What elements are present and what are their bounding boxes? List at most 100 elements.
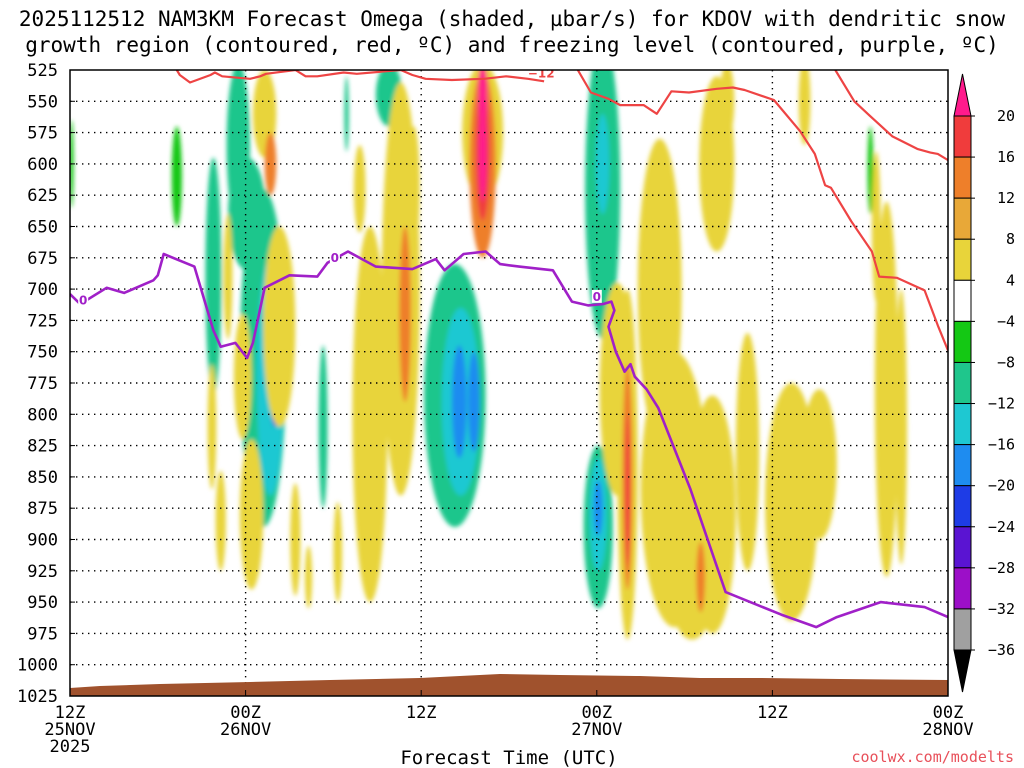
plot-area: −12 0 0 0	[69, 66, 949, 697]
omega-shading	[70, 70, 908, 640]
omega-cell	[290, 483, 301, 596]
x-tick-label: 00Z	[230, 703, 261, 723]
x-tick-label: 12Z	[55, 703, 86, 723]
colorbar-label: −16	[988, 436, 1015, 454]
omega-cell	[228, 157, 267, 271]
colorbar-swatch	[953, 567, 972, 610]
omega-cell	[207, 364, 217, 490]
freezing-level-contour: 0 0 0	[70, 250, 948, 629]
y-tick-label: 800	[27, 405, 58, 425]
omega-cell	[478, 70, 488, 133]
dendritic-growth-contours: −12	[175, 66, 948, 351]
y-tick-label: 525	[27, 61, 58, 81]
colorbar-label: 20	[997, 107, 1015, 125]
colorbar: 20 16 12 8 4 −4 −8 −12 −16 −20 −24 −28 −32 −36	[953, 73, 1015, 693]
dgz-contour-label: −12	[528, 66, 555, 80]
omega-cell	[625, 414, 630, 565]
colorbar-label: −28	[988, 559, 1015, 577]
colorbar-swatch	[953, 608, 972, 651]
colorbar-swatch	[953, 444, 972, 487]
y-tick-label: 625	[27, 186, 58, 206]
colorbar-swatch	[953, 115, 972, 158]
y-tick-label: 975	[27, 624, 58, 644]
freezing-level-line	[70, 250, 948, 629]
omega-cell	[669, 539, 714, 640]
freezing-label-bg	[78, 293, 89, 307]
colorbar-label: 8	[1006, 230, 1015, 248]
x-tick-label: 2025	[50, 737, 91, 757]
omega-cell	[344, 76, 349, 152]
y-tick-label: 650	[27, 218, 58, 238]
freezing-level-label: 0	[79, 294, 87, 308]
x-tick-label: 00Z	[933, 703, 964, 723]
x-tick-label: 12Z	[406, 703, 437, 723]
colorbar-label: 4	[1006, 271, 1015, 289]
y-tick-label: 825	[27, 437, 58, 457]
colorbar-swatch	[953, 361, 972, 405]
colorbar-label: −36	[988, 641, 1015, 659]
omega-cell	[233, 314, 252, 440]
colorbar-label: −32	[988, 600, 1015, 618]
omega-cell	[696, 542, 706, 613]
omega-cell	[263, 226, 296, 427]
x-axis-label: Forecast Time (UTC)	[400, 747, 617, 768]
omega-cell	[867, 126, 874, 214]
colorbar-max-triangle	[953, 73, 972, 117]
colorbar-label: 16	[997, 148, 1015, 166]
y-tick-label: 700	[27, 280, 58, 300]
omega-cell	[801, 389, 837, 540]
dgz-contour-line	[834, 70, 948, 162]
omega-cell	[451, 345, 467, 459]
omega-cell	[895, 289, 908, 565]
colorbar-swatch	[953, 238, 972, 281]
omega-cell	[596, 113, 610, 214]
freezing-level-label: 0	[331, 251, 339, 265]
chart-title-line2: growth region (contoured, red, ºC) and f…	[25, 33, 999, 57]
y-tick-label: 750	[27, 343, 58, 363]
y-tick-label: 850	[27, 468, 58, 488]
colorbar-label: −20	[988, 477, 1015, 495]
x-tick-label: 00Z	[581, 703, 612, 723]
colorbar-label: −4	[997, 312, 1015, 330]
colorbar-label: −12	[988, 395, 1015, 413]
y-tick-label: 775	[27, 374, 58, 394]
colorbar-label: 12	[997, 189, 1015, 207]
omega-cell	[352, 226, 388, 603]
colorbar-min-triangle	[953, 649, 972, 693]
credit-text: coolwx.com/modelts	[851, 748, 1014, 766]
omega-cell	[468, 351, 480, 452]
x-tick-label: 26NOV	[220, 720, 271, 740]
omega-cell	[874, 201, 899, 578]
omega-cell	[223, 213, 233, 340]
omega-cell	[171, 126, 182, 227]
omega-blob-group	[70, 70, 908, 640]
colorbar-swatch	[953, 156, 972, 199]
x-tick-label: 27NOV	[571, 720, 622, 740]
colorbar-swatch	[953, 485, 972, 528]
terrain-surface	[70, 674, 948, 696]
omega-cell	[333, 501, 343, 603]
chart-title-line1: 2025112512 NAM3KM Forecast Omega (shaded…	[19, 7, 1006, 31]
colorbar-label: −8	[997, 353, 1015, 371]
freezing-level-label: 0	[593, 290, 601, 304]
colorbar-swatch	[953, 197, 972, 240]
omega-cell	[264, 132, 277, 196]
omega-cell	[798, 70, 811, 146]
colorbar-label: −24	[988, 518, 1015, 536]
y-tick-label: 600	[27, 155, 58, 175]
omega-cell	[719, 70, 735, 139]
dgz-contour-line	[175, 70, 545, 84]
omega-cell	[215, 470, 226, 571]
y-tick-label: 1025	[17, 687, 58, 707]
y-tick-label: 900	[27, 531, 58, 551]
x-tick-label: 28NOV	[922, 720, 973, 740]
colorbar-swatch	[953, 320, 972, 363]
omega-cell	[239, 439, 264, 590]
y-tick-label: 1000	[17, 656, 58, 676]
omega-cell	[871, 151, 881, 302]
y-tick-label: 550	[27, 92, 58, 112]
y-tick-label: 875	[27, 499, 58, 519]
y-tick-label: 575	[27, 124, 58, 144]
